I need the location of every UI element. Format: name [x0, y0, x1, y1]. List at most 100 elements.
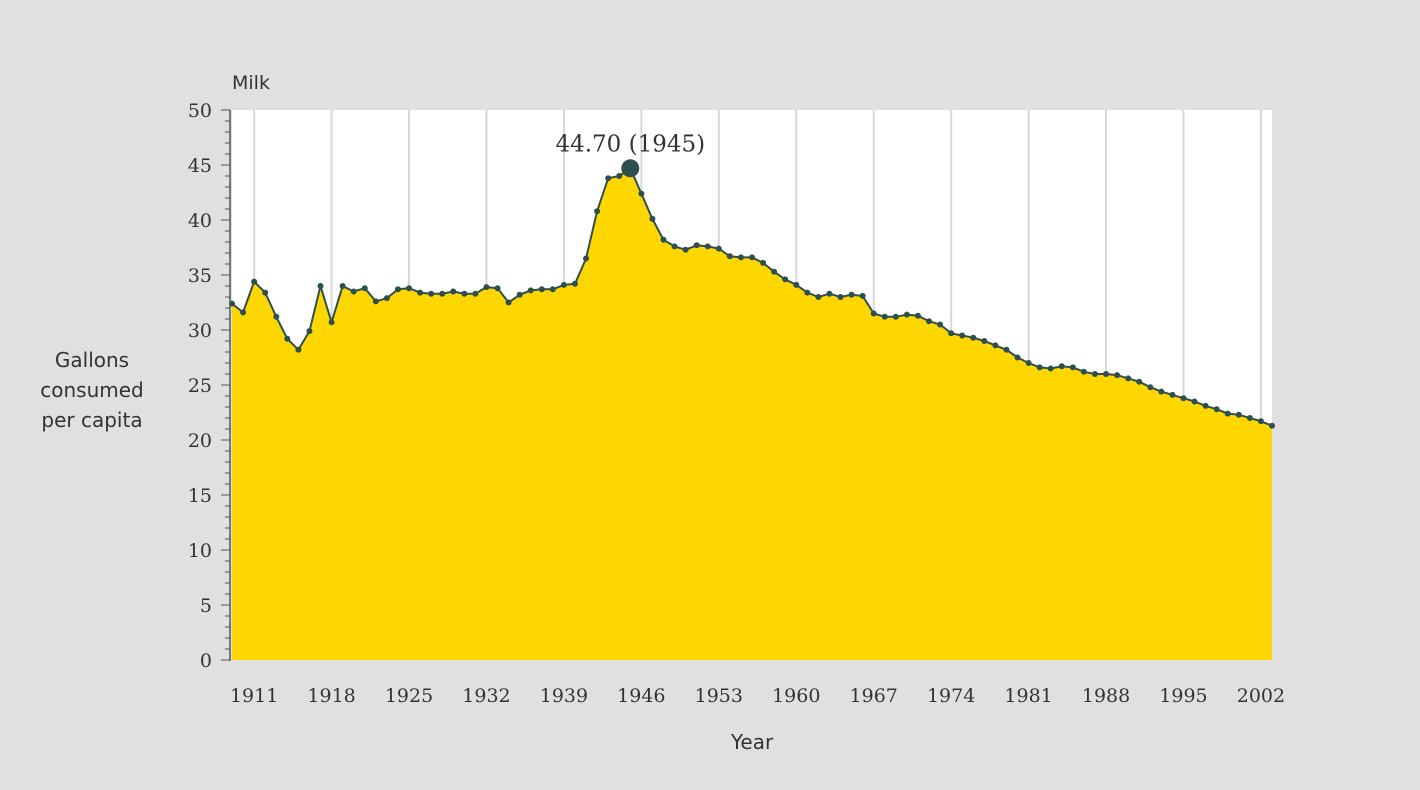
- y-tick-label-30: 30: [188, 320, 212, 342]
- data-point-1948: [660, 236, 667, 243]
- data-point-1918: [328, 319, 335, 326]
- y-tick-label-10: 10: [188, 540, 212, 562]
- data-point-1996: [1191, 398, 1198, 405]
- data-point-2001: [1246, 415, 1253, 421]
- data-point-1974: [948, 330, 955, 337]
- x-tick-label-1953: 1953: [695, 685, 743, 707]
- y-tick-label-45: 45: [188, 155, 212, 177]
- data-point-1965: [848, 291, 855, 298]
- data-point-1929: [450, 288, 457, 295]
- data-point-1998: [1213, 406, 1220, 413]
- data-point-1986: [1080, 368, 1087, 375]
- data-point-1961: [804, 289, 811, 296]
- data-point-1946: [638, 190, 645, 197]
- data-point-1987: [1091, 371, 1098, 377]
- data-point-1959: [782, 276, 789, 283]
- data-point-1980: [1014, 354, 1021, 361]
- data-point-1995: [1180, 395, 1187, 402]
- data-point-1999: [1224, 410, 1231, 417]
- data-point-1935: [516, 291, 523, 298]
- data-point-1982: [1036, 364, 1043, 371]
- data-point-1947: [649, 215, 656, 222]
- data-point-1971: [914, 312, 921, 319]
- y-tick-label-5: 5: [200, 595, 212, 617]
- data-point-1985: [1069, 364, 1076, 371]
- data-point-1960: [793, 281, 800, 288]
- data-point-1952: [704, 243, 711, 250]
- data-point-1988: [1103, 371, 1110, 377]
- data-point-1914: [284, 335, 291, 342]
- data-point-1949: [671, 243, 678, 250]
- data-point-1973: [937, 321, 944, 328]
- data-point-1958: [771, 268, 778, 275]
- data-point-1913: [273, 313, 280, 320]
- x-tick-label-1981: 1981: [1004, 685, 1052, 707]
- data-point-1936: [527, 287, 534, 294]
- peak-label: 44.70 (1945): [555, 131, 705, 157]
- x-tick-label-1960: 1960: [772, 685, 820, 707]
- data-point-1910: [240, 309, 247, 316]
- data-point-1993: [1158, 388, 1165, 395]
- data-point-1976: [970, 334, 977, 341]
- data-point-1997: [1202, 402, 1209, 409]
- x-tick-label-1995: 1995: [1159, 685, 1207, 707]
- data-point-1940: [571, 280, 578, 287]
- data-point-2002: [1257, 418, 1264, 425]
- data-point-1923: [383, 295, 390, 302]
- y-tick-label-0: 0: [200, 650, 212, 672]
- data-point-1983: [1047, 365, 1054, 372]
- data-point-1953: [715, 245, 722, 252]
- data-point-1917: [317, 283, 324, 289]
- data-point-1950: [682, 246, 689, 253]
- data-point-1969: [892, 313, 899, 320]
- x-tick-label-1967: 1967: [850, 685, 898, 707]
- x-tick-label-1918: 1918: [307, 685, 355, 707]
- data-point-1978: [992, 342, 999, 349]
- x-tick-label-1932: 1932: [462, 685, 510, 707]
- data-point-1942: [594, 208, 601, 215]
- data-point-1933: [494, 285, 501, 292]
- data-points: [229, 165, 1275, 429]
- peak-annotation: 44.70 (1945): [555, 131, 705, 178]
- data-point-1954: [726, 253, 733, 260]
- data-point-1928: [439, 290, 446, 297]
- data-point-1939: [560, 281, 567, 288]
- peak-marker: [621, 159, 640, 178]
- data-point-1924: [394, 286, 401, 293]
- data-point-1931: [472, 290, 479, 297]
- data-point-1938: [549, 286, 556, 293]
- data-point-1963: [826, 290, 833, 297]
- x-axis-label: Year: [730, 730, 774, 754]
- data-point-1922: [372, 298, 379, 305]
- x-tick-label-1988: 1988: [1082, 685, 1130, 707]
- x-tick-label-1911: 1911: [230, 685, 278, 707]
- data-point-1967: [870, 310, 877, 317]
- data-point-1912: [262, 289, 269, 296]
- data-point-1972: [926, 318, 933, 325]
- chart-title: Milk: [232, 72, 270, 94]
- data-point-1989: [1114, 372, 1121, 379]
- data-point-1941: [583, 255, 590, 262]
- y-axis-label-line-2: consumed: [40, 378, 144, 402]
- y-axis-label-line-1: Gallons: [55, 348, 129, 372]
- data-point-1975: [959, 332, 966, 339]
- data-point-1944: [616, 173, 623, 179]
- y-tick-label-35: 35: [188, 265, 212, 287]
- y-tick-label-20: 20: [188, 430, 212, 452]
- data-point-1951: [693, 242, 700, 249]
- data-point-1994: [1169, 391, 1176, 398]
- data-point-1920: [350, 288, 357, 295]
- data-point-1919: [339, 283, 346, 289]
- data-point-1977: [981, 338, 988, 344]
- data-point-1962: [815, 294, 822, 300]
- data-point-1966: [859, 292, 866, 299]
- data-point-1934: [505, 299, 512, 306]
- x-tick-labels: 1911 1918 1925 1932 1939 1946 1953 1960 1967 1974…: [230, 685, 1285, 707]
- data-point-1921: [361, 285, 368, 292]
- data-point-1926: [417, 289, 424, 296]
- data-point-1911: [251, 278, 258, 285]
- data-point-1932: [483, 284, 490, 291]
- data-point-1964: [837, 294, 844, 300]
- y-tick-label-40: 40: [188, 210, 212, 232]
- data-point-1955: [737, 254, 744, 261]
